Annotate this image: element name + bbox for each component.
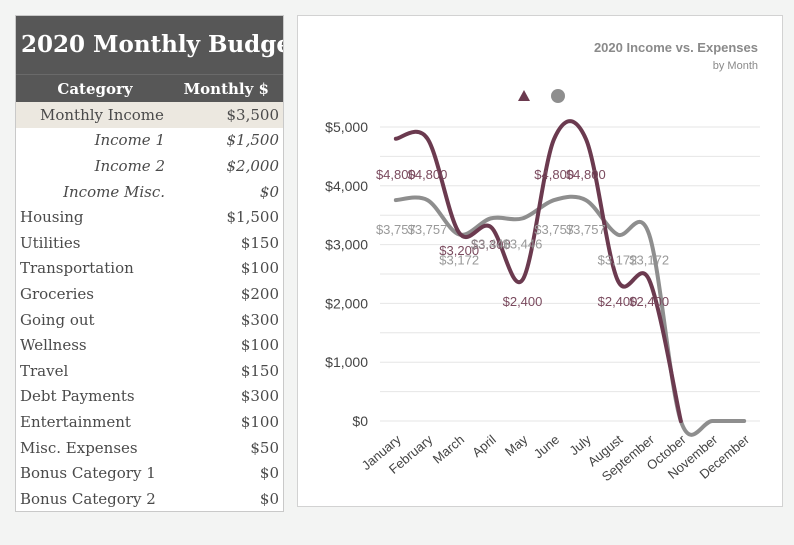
row-label: Income 1 bbox=[94, 131, 165, 150]
row-value: $50 bbox=[250, 438, 279, 457]
row-value: $200 bbox=[240, 284, 279, 303]
data-label: $3,300 bbox=[471, 237, 511, 252]
data-label: $2,400 bbox=[598, 294, 638, 309]
data-label: $3,757 bbox=[376, 222, 416, 237]
row-value: $100 bbox=[240, 336, 279, 355]
chart-subtitle: by Month bbox=[712, 60, 758, 72]
row-label: Debt Payments bbox=[20, 387, 135, 406]
row-label: Bonus Category 1 bbox=[20, 464, 156, 483]
row-value: $150 bbox=[240, 361, 279, 380]
legend-triangle-icon bbox=[518, 90, 530, 101]
row-value: $100 bbox=[240, 412, 279, 431]
data-label: $4,800 bbox=[534, 167, 574, 182]
y-tick-label: $4,000 bbox=[325, 178, 368, 194]
budget-row-debt-payments[interactable]: Debt Payments $300 bbox=[16, 384, 283, 410]
row-label: Monthly Income bbox=[40, 105, 164, 124]
budget-header-row: Category Monthly $ bbox=[16, 74, 283, 102]
data-label: $3,200 bbox=[439, 243, 479, 258]
row-label: Utilities bbox=[20, 233, 81, 252]
budget-row-travel[interactable]: Travel $150 bbox=[16, 358, 283, 384]
y-tick-label: $5,000 bbox=[325, 119, 368, 135]
row-label: Income Misc. bbox=[63, 182, 165, 201]
row-label: Going out bbox=[20, 310, 95, 329]
data-label: $3,757 bbox=[534, 222, 574, 237]
row-label: Groceries bbox=[20, 284, 95, 303]
budget-row-monthly-income[interactable]: Monthly Income $3,500 bbox=[16, 102, 283, 128]
data-label: $3,757 bbox=[408, 222, 448, 237]
budget-row-going-out[interactable]: Going out $300 bbox=[16, 307, 283, 333]
row-label: Housing bbox=[20, 208, 84, 227]
chart-plot: $0$1,000$2,000$3,000$4,000$5,000JanuaryF… bbox=[325, 89, 760, 484]
budget-row-utilities[interactable]: Utilities $150 bbox=[16, 230, 283, 256]
data-label: $2,400 bbox=[503, 294, 543, 309]
budget-row-groceries[interactable]: Groceries $200 bbox=[16, 281, 283, 307]
income-expenses-chart[interactable]: 2020 Income vs. Expenses by Month $0 $1,0… bbox=[297, 15, 783, 507]
budget-row-income-1[interactable]: Income 1 $1,500 bbox=[16, 128, 283, 154]
row-value: $100 bbox=[240, 259, 279, 278]
row-value: $3,500 bbox=[226, 105, 280, 124]
row-label: Travel bbox=[20, 361, 69, 380]
budget-row-wellness[interactable]: Wellness $100 bbox=[16, 332, 283, 358]
data-label: $3,446 bbox=[503, 236, 543, 251]
row-value: $1,500 bbox=[226, 208, 280, 227]
x-tick-label: April bbox=[469, 432, 499, 460]
row-value: $2,000 bbox=[226, 156, 280, 175]
row-value: $300 bbox=[240, 387, 279, 406]
budget-row-bonus-category-1[interactable]: Bonus Category 1 $0 bbox=[16, 460, 283, 486]
x-tick-label: May bbox=[502, 431, 531, 459]
monthly-column-header: Monthly $ bbox=[183, 79, 269, 98]
row-label: Income 2 bbox=[94, 156, 165, 175]
budget-row-entertainment[interactable]: Entertainment $100 bbox=[16, 409, 283, 435]
budget-row-transportation[interactable]: Transportation $100 bbox=[16, 256, 283, 282]
row-value: $0 bbox=[259, 489, 279, 508]
data-label: $3,172 bbox=[439, 252, 479, 267]
y-tick-label: $2,000 bbox=[325, 295, 368, 311]
budget-table: 2020 Monthly Budget Category Monthly $ M… bbox=[15, 15, 284, 512]
data-label: $4,800 bbox=[408, 167, 448, 182]
data-label: $3,172 bbox=[598, 252, 638, 267]
row-value: $1,500 bbox=[226, 131, 280, 150]
x-tick-label: March bbox=[430, 432, 467, 467]
data-label: $3,172 bbox=[629, 252, 669, 267]
budget-title: 2020 Monthly Budget bbox=[16, 16, 283, 74]
budget-row-misc-expenses[interactable]: Misc. Expenses $50 bbox=[16, 435, 283, 461]
row-label: Misc. Expenses bbox=[20, 438, 138, 457]
row-label: Bonus Category 2 bbox=[20, 489, 156, 508]
row-value: $300 bbox=[240, 310, 279, 329]
y-tick-label: $0 bbox=[352, 413, 368, 429]
budget-row-housing[interactable]: Housing $1,500 bbox=[16, 204, 283, 230]
row-label: Wellness bbox=[20, 336, 87, 355]
y-tick-label: $1,000 bbox=[325, 354, 368, 370]
chart-title: 2020 Income vs. Expenses bbox=[593, 40, 758, 55]
budget-row-income-misc[interactable]: Income Misc. $0 bbox=[16, 179, 283, 205]
data-label: $4,800 bbox=[566, 167, 606, 182]
data-label: $3,757 bbox=[566, 222, 606, 237]
legend-circle-icon bbox=[551, 89, 565, 103]
y-tick-label: $3,000 bbox=[325, 237, 368, 253]
budget-row-bonus-category-2[interactable]: Bonus Category 2 $0 bbox=[16, 486, 283, 511]
data-label: $2,400 bbox=[629, 294, 669, 309]
budget-row-income-2[interactable]: Income 2 $2,000 bbox=[16, 153, 283, 179]
row-label: Entertainment bbox=[20, 412, 131, 431]
data-label: $4,800 bbox=[376, 167, 416, 182]
row-value: $150 bbox=[240, 233, 279, 252]
row-label: Transportation bbox=[20, 259, 134, 278]
row-value: $0 bbox=[259, 464, 279, 483]
data-label: $3,446 bbox=[471, 236, 511, 251]
row-value: $0 bbox=[259, 182, 279, 201]
series-line bbox=[393, 119, 683, 423]
x-tick-label: June bbox=[531, 432, 562, 462]
category-column-header: Category bbox=[57, 79, 133, 98]
